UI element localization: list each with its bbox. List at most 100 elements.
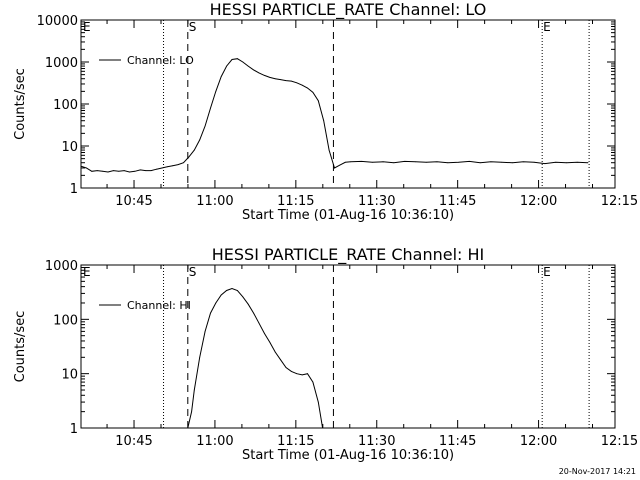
data-point xyxy=(307,87,308,89)
data-point xyxy=(296,373,298,375)
data-point xyxy=(145,170,147,172)
data-point xyxy=(150,170,152,172)
data-point xyxy=(301,84,303,86)
data-point xyxy=(291,80,292,82)
data-point xyxy=(312,91,314,93)
data-point xyxy=(339,164,341,166)
timestamp-footer: 20-Nov-2017 14:21 xyxy=(559,467,636,476)
data-point xyxy=(382,161,384,163)
chart-panel-2: HESSI PARTICLE_RATE Channel: HI 10:45 11:0… xyxy=(13,245,638,463)
data-point xyxy=(458,161,459,163)
data-point xyxy=(479,162,481,164)
data-point xyxy=(566,162,567,164)
data-point xyxy=(156,168,157,170)
series-line-channel-hi xyxy=(187,287,324,429)
start-marker-label: S xyxy=(189,265,197,279)
data-point xyxy=(334,167,335,169)
data-point xyxy=(258,72,260,74)
data-point xyxy=(231,288,233,289)
end-marker-label: E xyxy=(543,265,551,279)
data-point xyxy=(102,170,103,172)
data-point xyxy=(215,302,217,304)
data-point xyxy=(447,162,449,164)
data-point xyxy=(86,167,87,169)
data-point xyxy=(312,381,314,383)
x-axis-label: Start Time (01-Aug-16 10:36:10) xyxy=(242,208,454,223)
data-point xyxy=(555,161,557,163)
y-tick-label: 1000 xyxy=(45,56,78,71)
data-point xyxy=(269,341,271,343)
data-point xyxy=(307,373,308,375)
data-point xyxy=(139,169,141,171)
data-point xyxy=(258,322,260,324)
x-tick-label: 11:00 xyxy=(196,194,233,209)
data-point xyxy=(274,351,276,353)
data-point xyxy=(187,427,189,429)
data-point xyxy=(436,161,438,163)
data-point xyxy=(247,303,249,305)
data-point xyxy=(204,125,206,127)
data-point xyxy=(172,165,174,167)
data-point xyxy=(80,165,82,167)
data-point xyxy=(242,61,244,63)
data-point xyxy=(280,359,281,361)
data-point xyxy=(544,163,546,165)
data-point xyxy=(323,120,325,122)
data-point xyxy=(118,170,120,172)
data-point xyxy=(404,161,405,162)
y-tick-label: 1 xyxy=(70,422,78,437)
data-point xyxy=(226,290,228,291)
y-tick-label: 10 xyxy=(61,368,78,383)
end-marker-label: E xyxy=(543,20,551,34)
data-point xyxy=(210,312,211,314)
data-point xyxy=(183,162,184,164)
x-tick-label: 11:30 xyxy=(358,434,395,449)
data-point xyxy=(317,100,319,102)
start-marker-label: S xyxy=(189,20,197,34)
data-point xyxy=(269,77,271,78)
data-point xyxy=(350,161,352,163)
left-edge-marker-label: E xyxy=(83,265,91,279)
data-point xyxy=(91,170,93,172)
chart-panel-1: HESSI PARTICLE_RATE Channel: LO 10:45 11:0… xyxy=(13,0,638,223)
data-point xyxy=(415,161,416,163)
plot-frame xyxy=(80,264,616,429)
data-point xyxy=(371,161,373,163)
data-point xyxy=(220,294,222,296)
data-point xyxy=(522,161,524,163)
x-tick-label: 12:15 xyxy=(601,434,638,449)
y-axis-label: Counts/sec xyxy=(13,311,28,383)
data-point xyxy=(161,167,163,169)
data-point xyxy=(285,80,287,81)
left-edge-marker-label: E xyxy=(83,20,91,34)
data-point xyxy=(107,171,109,173)
data-point xyxy=(469,161,470,162)
data-point xyxy=(328,149,330,151)
data-point xyxy=(210,107,211,109)
data-point xyxy=(301,374,303,376)
y-axis-label: Counts/sec xyxy=(13,68,28,140)
data-point xyxy=(296,82,298,84)
series-line-channel-lo xyxy=(80,58,589,173)
data-point xyxy=(587,162,589,164)
data-point xyxy=(242,296,244,298)
y-tick-label: 1 xyxy=(70,182,78,197)
y-tick-label: 10 xyxy=(61,140,78,155)
data-point xyxy=(576,161,578,163)
data-point xyxy=(177,164,179,166)
data-point xyxy=(129,171,130,173)
data-point xyxy=(123,170,125,172)
data-point xyxy=(344,161,346,163)
legend-label: Channel: LO xyxy=(127,54,194,67)
legend-label: Channel: HI xyxy=(127,299,191,312)
data-point xyxy=(285,367,287,368)
y-tick-label: 1000 xyxy=(45,259,78,274)
data-point xyxy=(322,427,323,429)
data-point xyxy=(253,312,255,314)
data-point xyxy=(274,78,276,80)
data-point xyxy=(253,69,255,71)
data-point xyxy=(204,331,206,332)
chart-title: HESSI PARTICLE_RATE Channel: LO xyxy=(210,0,487,20)
data-point xyxy=(226,65,228,67)
